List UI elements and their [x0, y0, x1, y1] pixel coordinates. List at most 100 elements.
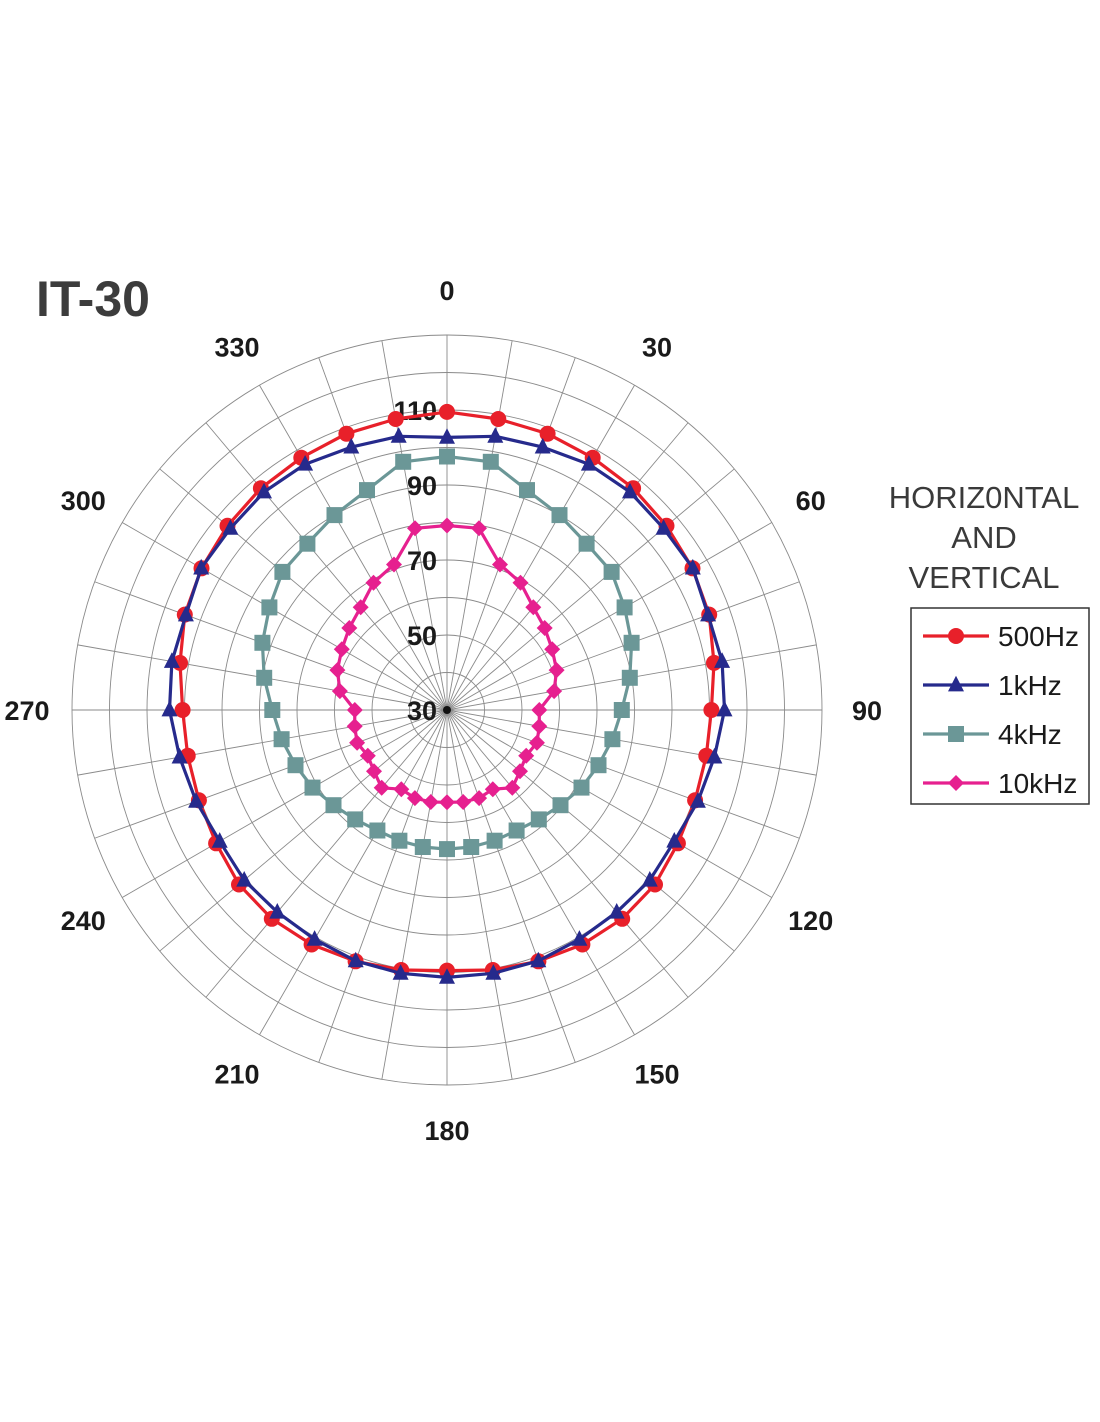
caption-line-3: VERTICAL [908, 560, 1059, 595]
data-point-1khz [306, 930, 323, 946]
data-point-10khz [373, 779, 390, 796]
data-point-4khz [530, 811, 547, 828]
data-point-4khz [287, 757, 304, 774]
legend-items: 500Hz 1kHz 4kHz 10kHz [923, 621, 1079, 799]
chart-caption: HORIZ0NTAL AND VERTICAL [889, 480, 1080, 595]
legend-item-10khz: 10kHz [923, 768, 1077, 799]
data-point-4khz [304, 779, 321, 796]
data-point-4khz [325, 797, 342, 814]
chart-title: IT-30 [36, 271, 150, 327]
data-point-4khz [391, 832, 408, 849]
data-point-4khz [261, 599, 278, 616]
grid-spoke [205, 709, 448, 998]
series-4khz [254, 448, 640, 858]
data-point-10khz [329, 662, 346, 679]
grid-spoke [318, 357, 448, 711]
data-point-4khz [613, 702, 630, 718]
angle-tick-label: 330 [214, 332, 259, 362]
data-point-1khz [161, 700, 178, 717]
data-point-1khz [608, 903, 625, 919]
polar-center [443, 706, 451, 714]
data-point-1khz [256, 482, 272, 499]
angle-tick-label: 60 [796, 486, 826, 516]
angle-tick-label: 180 [424, 1116, 469, 1146]
data-point-1khz [193, 558, 210, 575]
data-point-4khz [414, 839, 431, 855]
data-point-4khz [551, 507, 568, 524]
data-point-10khz [406, 790, 423, 807]
data-point-10khz [455, 794, 472, 810]
data-point-4khz [254, 634, 271, 651]
data-point-4khz [256, 669, 273, 686]
data-point-1khz [177, 605, 194, 622]
data-point-4khz [508, 822, 525, 839]
data-point-1khz [297, 455, 314, 471]
data-point-4khz [482, 453, 499, 470]
data-point-1khz [641, 871, 658, 887]
data-point-10khz [528, 734, 545, 751]
data-point-1khz [390, 427, 407, 443]
data-point-4khz [616, 599, 633, 616]
grid-spoke [159, 468, 448, 711]
legend-label: 4kHz [998, 719, 1062, 750]
grid-spoke [94, 709, 448, 839]
angle-tick-label: 120 [788, 906, 833, 936]
data-point-10khz [359, 747, 376, 764]
grid-spoke [446, 709, 635, 1035]
data-point-4khz [603, 563, 620, 580]
angle-labels: 0 30 60 90 120 150 180 210 240 270 300 330 [4, 276, 882, 1146]
data-point-10khz [365, 574, 382, 591]
grid-spoke [446, 357, 576, 711]
angle-tick-label: 240 [61, 906, 106, 936]
legend-marker-500hz [948, 628, 964, 644]
data-point-4khz [326, 507, 343, 524]
data-point-1khz [163, 652, 180, 668]
grid-spoke [446, 709, 772, 898]
data-point-1khz [714, 652, 731, 668]
data-point-500hz [387, 411, 404, 427]
grid-spoke [205, 422, 448, 711]
grid-spoke [446, 709, 800, 839]
data-point-1khz [343, 437, 360, 454]
data-point-500hz [539, 425, 556, 442]
data-point-1khz [655, 519, 672, 535]
data-point-10khz [439, 517, 455, 534]
data-point-10khz [531, 718, 548, 735]
legend-box [910, 607, 1090, 805]
grid-spoke [446, 709, 576, 1063]
grid-spoke [446, 581, 800, 711]
data-point-10khz [349, 734, 366, 751]
data-point-4khz [264, 702, 281, 718]
data-point-10khz [546, 683, 563, 700]
data-point-1khz [222, 519, 239, 535]
data-point-1khz [530, 951, 547, 968]
legend-item-1khz: 1kHz [923, 670, 1062, 701]
data-point-10khz [504, 779, 521, 796]
grid-spoke [381, 709, 448, 1080]
data-point-1khz [580, 455, 597, 471]
legend: 500Hz 1kHz 4kHz 10kHz [910, 607, 1090, 805]
radial-tick-label: 50 [407, 621, 437, 651]
data-point-1khz [392, 964, 409, 980]
radial-tick-label: 30 [407, 696, 437, 726]
grid-spoke [318, 709, 448, 1063]
data-point-1khz [439, 428, 455, 444]
data-point-4khz [621, 669, 638, 686]
data-point-500hz [703, 702, 720, 718]
data-point-1khz [571, 930, 588, 946]
data-point-10khz [484, 781, 501, 798]
data-point-10khz [331, 683, 348, 700]
data-point-1khz [211, 832, 228, 848]
legend-item-500hz: 500Hz [923, 621, 1079, 652]
data-point-4khz [578, 535, 595, 552]
data-point-10khz [471, 520, 487, 537]
data-point-4khz [369, 822, 386, 839]
data-point-4khz [623, 634, 640, 651]
data-point-4khz [299, 535, 316, 552]
data-point-1khz [188, 792, 205, 808]
data-point-10khz [341, 620, 358, 636]
series-10khz [329, 517, 565, 811]
data-point-10khz [544, 641, 561, 658]
angle-tick-label: 0 [439, 276, 454, 306]
